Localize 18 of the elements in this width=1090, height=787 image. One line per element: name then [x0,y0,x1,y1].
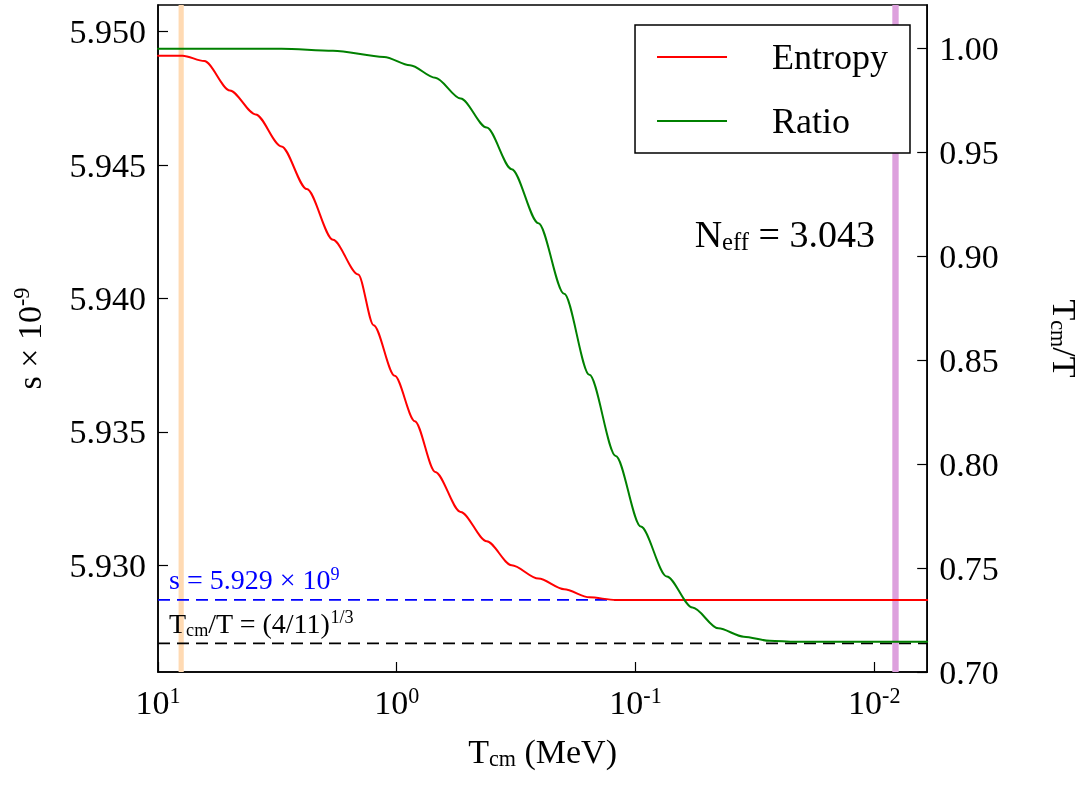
y2-tick-label: 0.75 [939,549,999,587]
y2-tick-label: 0.70 [939,653,999,691]
y-tick-label: 5.945 [69,146,146,184]
y-tick-label: 5.935 [69,413,146,451]
x-axis-title: Tcm (MeV) [468,733,617,772]
y2-tick-label: 0.85 [939,341,999,379]
annotation: Neff = 3.043 [694,213,876,256]
legend-label: Ratio [772,101,851,141]
y-tick-label: 5.930 [69,546,146,584]
y2-tick-label: 0.95 [939,134,999,172]
y2-axis-title: Tcm/T [1045,299,1084,378]
y-axis-title: s × 10-9 [9,287,48,390]
y-tick-label: 5.940 [69,279,146,317]
y2-tick-label: 0.80 [939,445,999,483]
y2-tick-label: 1.00 [939,30,999,68]
y-tick-label: 5.950 [69,13,146,51]
y2-tick-label: 0.90 [939,237,999,275]
legend-label: Entropy [772,37,888,77]
